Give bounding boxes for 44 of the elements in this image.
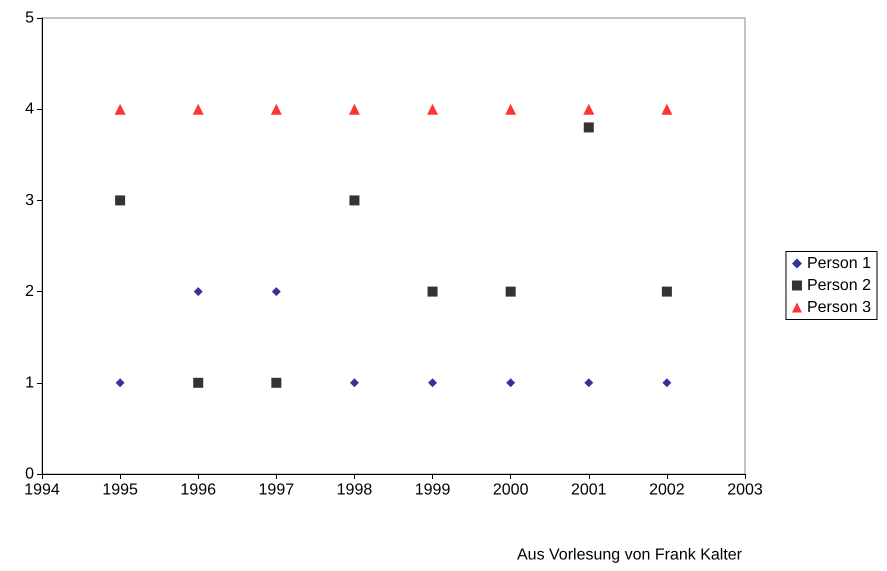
x-tick-label: 1999: [414, 482, 450, 498]
point: [662, 286, 672, 297]
point: [348, 104, 360, 115]
point: [583, 104, 594, 115]
point: [194, 287, 203, 296]
legend-label: Person 1: [806, 255, 872, 272]
point: [193, 378, 204, 388]
point: [115, 195, 126, 206]
point: [661, 104, 672, 115]
point: [428, 286, 438, 297]
y-tick-label: 1: [25, 374, 34, 392]
point: [506, 378, 516, 388]
point: [427, 104, 438, 115]
legend-label: Person 2: [806, 277, 872, 294]
x-tick-label: 2000: [492, 482, 529, 498]
x-tick-label: 2001: [570, 482, 607, 498]
x-tick-label: 2002: [649, 482, 685, 498]
point: [192, 104, 204, 115]
point: [272, 287, 281, 296]
point: [584, 378, 594, 388]
point: [350, 378, 359, 388]
x-tick-label: 1995: [102, 482, 138, 498]
x-tick-label: 1998: [336, 482, 372, 498]
point: [270, 104, 282, 115]
y-tick-label: 2: [25, 283, 34, 300]
point: [271, 378, 282, 388]
point: [428, 378, 438, 388]
legend-label: Person 3: [806, 299, 872, 316]
point: [116, 378, 125, 388]
point: [662, 378, 672, 388]
point: [505, 104, 516, 115]
point: [349, 195, 360, 206]
point: [584, 122, 594, 132]
x-tick-label: 2003: [727, 482, 763, 498]
x-tick-label: 1994: [24, 482, 60, 498]
y-tick-label: 4: [25, 100, 34, 118]
y-tick-label: 5: [25, 10, 34, 26]
y-tick-label: 0: [25, 466, 34, 482]
point: [506, 286, 516, 297]
x-tick-label: 1996: [180, 482, 216, 498]
x-tick-label: 1997: [258, 482, 294, 498]
point: [114, 104, 126, 115]
text: Aus Vorlesung von Frank Kalter: [516, 546, 743, 564]
y-tick-label: 3: [25, 192, 34, 209]
